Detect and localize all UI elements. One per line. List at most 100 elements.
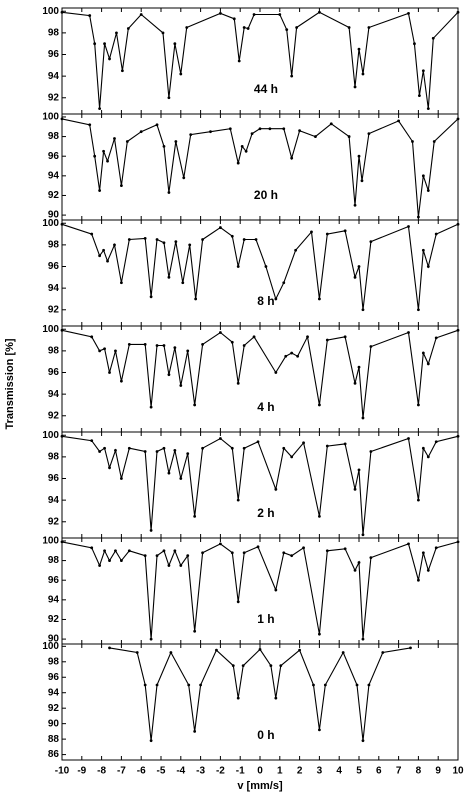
data-point [228, 127, 232, 131]
y-tick-label: 98 [48, 131, 60, 142]
data-point [237, 59, 241, 63]
data-point [274, 588, 278, 592]
data-point [285, 28, 289, 32]
data-point [188, 243, 192, 247]
data-point [127, 342, 131, 346]
data-point [264, 265, 268, 268]
data-point [88, 123, 92, 127]
data-point [149, 739, 153, 743]
data-point [182, 176, 186, 180]
data-point [139, 13, 143, 16]
data-point [367, 26, 371, 29]
data-point [232, 17, 236, 21]
data-point [199, 683, 203, 687]
data-point [143, 683, 147, 687]
data-point [143, 554, 147, 558]
data-point [318, 728, 321, 732]
y-tick-label: 100 [42, 641, 59, 652]
data-point [256, 545, 260, 549]
y-tick-label: 94 [48, 495, 60, 506]
data-point [361, 739, 365, 743]
data-point [179, 72, 183, 76]
data-point [295, 26, 299, 29]
data-point [407, 437, 410, 440]
x-tick-label: 9 [435, 766, 441, 777]
data-point [421, 174, 425, 178]
data-point [127, 238, 131, 241]
y-tick-label: 96 [48, 261, 60, 272]
data-point [103, 446, 106, 450]
data-point [456, 540, 460, 544]
data-point [421, 69, 425, 73]
data-point [167, 191, 171, 194]
data-point [318, 297, 321, 301]
data-point [155, 554, 159, 558]
data-point [120, 559, 123, 562]
data-point [167, 564, 171, 567]
data-point [258, 127, 262, 131]
data-point [143, 450, 147, 453]
data-point [426, 107, 430, 110]
data-point [103, 347, 106, 351]
data-point [98, 450, 102, 453]
data-point [417, 403, 420, 407]
data-point [256, 440, 260, 444]
x-tick-label: -7 [117, 766, 126, 777]
y-tick-label: 100 [42, 6, 59, 17]
y-tick-label: 92 [48, 614, 60, 625]
data-point [98, 107, 102, 110]
data-point [230, 446, 234, 450]
data-point [357, 468, 361, 472]
data-point [120, 184, 123, 188]
data-point [456, 117, 460, 121]
y-tick-label: 96 [48, 151, 60, 162]
y-tick-label: 96 [48, 473, 60, 484]
data-point [357, 154, 361, 158]
data-point [318, 403, 321, 407]
data-point [456, 10, 460, 14]
data-point [162, 446, 166, 450]
data-point [155, 344, 159, 347]
data-point [155, 450, 159, 453]
data-point [139, 130, 143, 134]
data-point [181, 281, 185, 285]
data-point [98, 564, 102, 567]
y-tick-label: 98 [48, 555, 60, 566]
data-point [250, 132, 254, 136]
data-point [417, 215, 420, 219]
data-point [325, 549, 329, 553]
data-point [127, 549, 131, 553]
y-tick-label: 92 [48, 92, 60, 103]
data-point [306, 335, 309, 339]
data-point [360, 179, 364, 183]
y-tick-label: 94 [48, 687, 60, 698]
x-tick-label: 3 [317, 766, 323, 777]
data-point [421, 351, 425, 355]
data-point [60, 222, 64, 226]
spectrum-line [61, 118, 459, 218]
data-point [274, 297, 278, 301]
data-point [426, 455, 430, 459]
y-tick-label: 94 [48, 71, 60, 82]
data-point [236, 265, 240, 268]
panel-frame [61, 219, 459, 327]
data-point [60, 434, 64, 438]
data-point [279, 664, 283, 668]
data-point [98, 189, 102, 192]
data-point [258, 648, 262, 651]
data-point [173, 346, 177, 350]
data-point [173, 448, 177, 452]
data-point [369, 450, 373, 453]
x-tick-label: -4 [176, 766, 185, 777]
data-point [162, 241, 166, 245]
panel-frame [61, 537, 459, 645]
data-point [318, 632, 321, 636]
x-tick-label: 6 [376, 766, 382, 777]
data-point [298, 648, 301, 652]
data-point [90, 439, 94, 443]
data-point [135, 651, 139, 654]
data-point [431, 36, 435, 40]
data-point [341, 651, 345, 654]
data-point [353, 275, 357, 279]
